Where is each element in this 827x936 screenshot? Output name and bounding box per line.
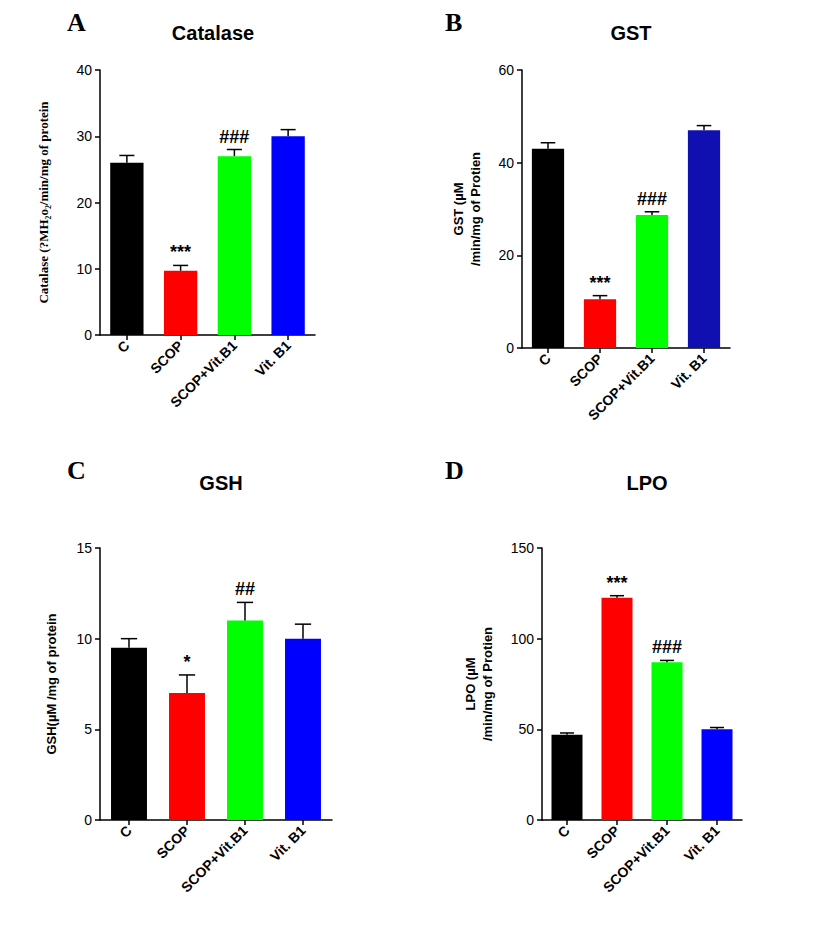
svg-text:0: 0 — [84, 327, 92, 343]
svg-text:GST (µM: GST (µM — [451, 183, 466, 236]
svg-text:C: C — [114, 337, 132, 355]
svg-text:Vit. B1: Vit. B1 — [668, 350, 710, 392]
svg-text:C: C — [116, 822, 134, 840]
svg-text:5: 5 — [84, 721, 92, 737]
svg-text:15: 15 — [76, 540, 92, 556]
svg-text:***: *** — [170, 242, 191, 262]
svg-text:SCOP+Vit.B1: SCOP+Vit.B1 — [178, 822, 251, 895]
svg-text:50: 50 — [518, 721, 534, 737]
svg-text:SCOP: SCOP — [566, 350, 605, 389]
svg-text:20: 20 — [498, 247, 514, 263]
svg-text:C: C — [554, 822, 572, 840]
svg-text:###: ### — [219, 127, 249, 147]
svg-text:LPO (µM: LPO (µM — [463, 658, 478, 711]
svg-text:SCOP+Vit.B1: SCOP+Vit.B1 — [585, 350, 658, 423]
svg-text:10: 10 — [76, 631, 92, 647]
svg-text:SCOP: SCOP — [147, 337, 186, 376]
svg-text:/min/mg of Protien: /min/mg of Protien — [468, 152, 483, 266]
svg-text:SCOP: SCOP — [153, 822, 192, 861]
svg-text:###: ### — [637, 189, 667, 209]
svg-text:40: 40 — [76, 62, 92, 78]
svg-text:0: 0 — [526, 812, 534, 828]
svg-text:60: 60 — [498, 62, 514, 78]
svg-text:***: *** — [589, 273, 610, 293]
svg-text:B: B — [445, 8, 462, 37]
svg-text:0: 0 — [84, 812, 92, 828]
svg-text:SCOP: SCOP — [583, 822, 622, 861]
svg-text:C: C — [535, 350, 553, 368]
svg-text:30: 30 — [76, 128, 92, 144]
svg-text:Catalase (?MH₂o₂/min/mg of pro: Catalase (?MH₂o₂/min/mg of protein — [36, 101, 51, 304]
svg-text:***: *** — [606, 573, 627, 593]
svg-text:Vit. B1: Vit. B1 — [267, 822, 309, 864]
svg-text:GSH(µM /mg of protein: GSH(µM /mg of protein — [44, 613, 59, 754]
svg-text:Vit. B1: Vit. B1 — [681, 822, 723, 864]
svg-text:###: ### — [652, 637, 682, 657]
svg-text:40: 40 — [498, 155, 514, 171]
svg-text:10: 10 — [76, 261, 92, 277]
svg-text:150: 150 — [511, 540, 535, 556]
svg-text:100: 100 — [511, 631, 535, 647]
svg-text:20: 20 — [76, 195, 92, 211]
svg-text:GST: GST — [610, 22, 651, 44]
svg-text:Vit. B1: Vit. B1 — [252, 337, 294, 379]
svg-text:A: A — [67, 8, 86, 37]
svg-text:D: D — [445, 456, 464, 485]
svg-text:C: C — [67, 456, 86, 485]
svg-text:*: * — [183, 652, 190, 672]
svg-text:Catalase: Catalase — [172, 22, 254, 44]
svg-text:/min/mg of Protien: /min/mg of Protien — [480, 627, 495, 741]
svg-text:GSH: GSH — [199, 472, 242, 494]
svg-text:0: 0 — [506, 340, 514, 356]
svg-text:LPO: LPO — [626, 472, 667, 494]
svg-text:SCOP+Vit.B1: SCOP+Vit.B1 — [167, 337, 240, 410]
svg-text:SCOP+Vit.B1: SCOP+Vit.B1 — [600, 822, 673, 895]
svg-text:##: ## — [235, 579, 255, 599]
